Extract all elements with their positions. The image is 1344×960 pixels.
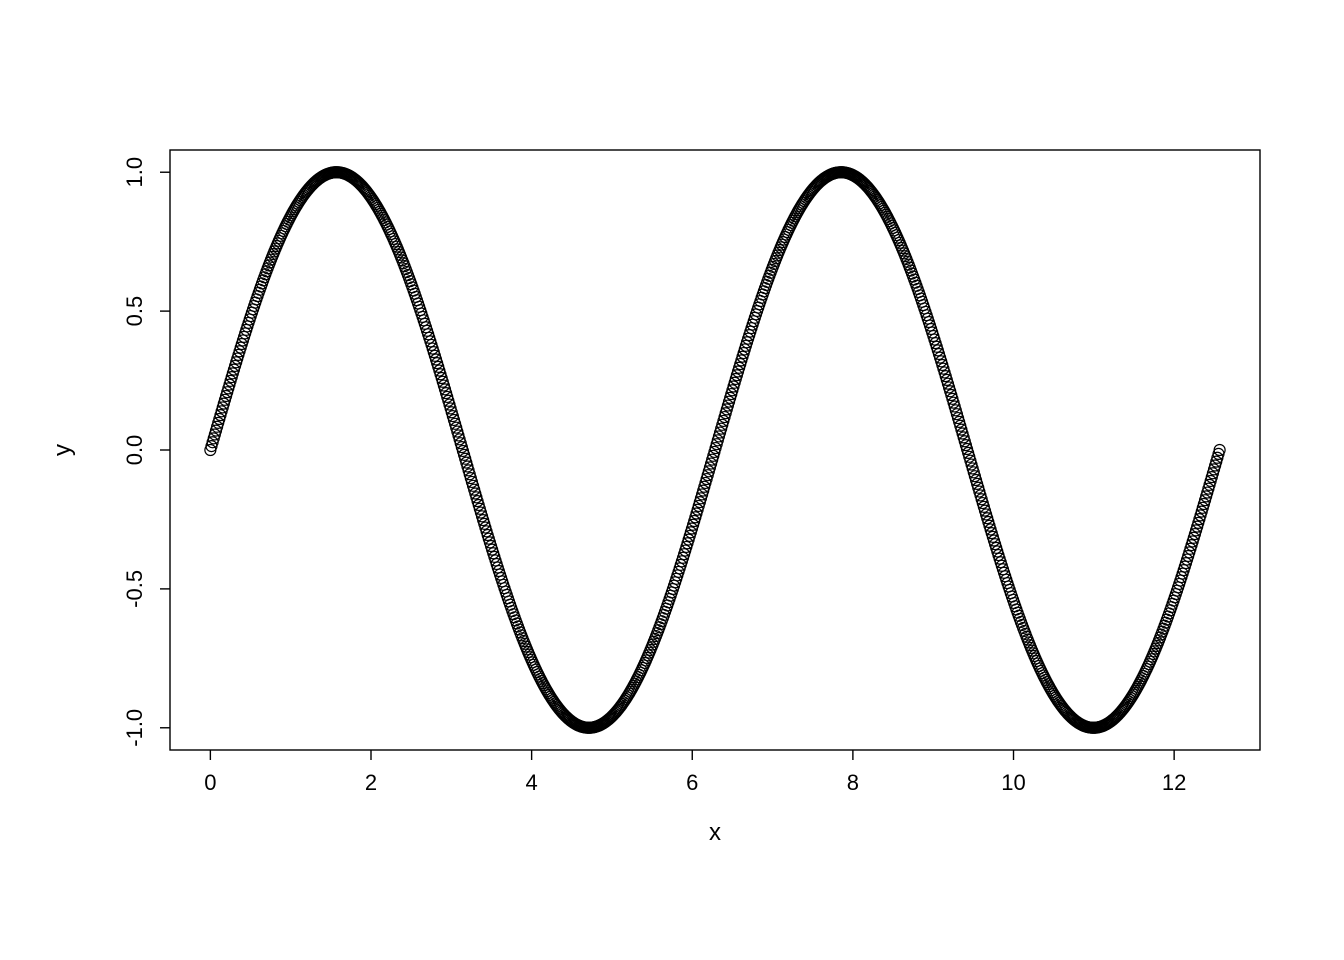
chart-container: 0 2 4 6 8 10 12 -1.0 -0.5 0.0 0.5 1.0 x y: [0, 0, 1344, 960]
x-axis-label: x: [709, 819, 721, 846]
sine-scatter-plot: 0 2 4 6 8 10 12 -1.0 -0.5 0.0 0.5 1.0 x y: [0, 0, 1344, 960]
x-tick-label: 10: [1001, 770, 1025, 795]
y-tick-label: -1.0: [122, 709, 147, 747]
x-axis: 0 2 4 6 8 10 12: [204, 750, 1186, 795]
x-tick-label: 2: [365, 770, 377, 795]
y-tick-label: 0.5: [122, 296, 147, 327]
y-tick-label: -0.5: [122, 570, 147, 608]
x-tick-label: 8: [847, 770, 859, 795]
y-axis: -1.0 -0.5 0.0 0.5 1.0: [122, 157, 170, 747]
y-axis-label: y: [49, 444, 76, 456]
data-point: [1214, 445, 1225, 456]
x-tick-label: 4: [526, 770, 538, 795]
x-tick-label: 0: [204, 770, 216, 795]
x-tick-label: 6: [686, 770, 698, 795]
y-tick-label: 1.0: [122, 157, 147, 188]
data-series: [205, 167, 1225, 734]
y-tick-label: 0.0: [122, 435, 147, 466]
x-tick-label: 12: [1162, 770, 1186, 795]
